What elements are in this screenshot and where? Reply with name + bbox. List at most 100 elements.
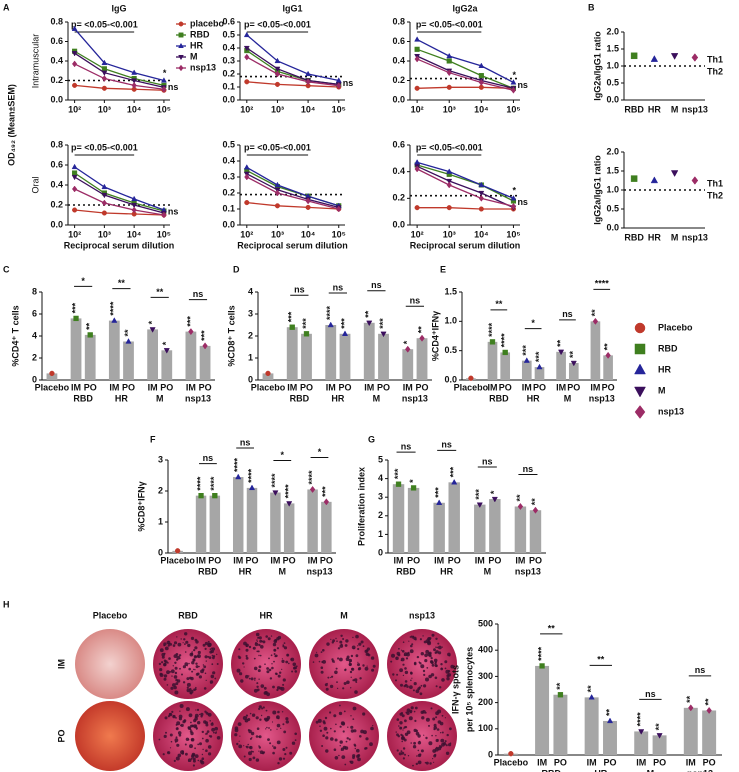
spot bbox=[161, 661, 164, 664]
y-axis-label: IgG2a/IgG1 ratio bbox=[592, 31, 602, 101]
panel-label: F bbox=[150, 434, 156, 444]
marker bbox=[478, 73, 484, 79]
series-line bbox=[417, 86, 514, 89]
x-tick-label: HR bbox=[648, 104, 661, 114]
spot bbox=[262, 706, 265, 709]
significance-star: **** bbox=[209, 476, 219, 491]
spot bbox=[398, 725, 400, 727]
y-tick-label: 0.8 bbox=[50, 16, 63, 26]
spot bbox=[421, 716, 425, 720]
series-line bbox=[74, 209, 164, 216]
spot bbox=[181, 673, 183, 676]
significance-star: ** bbox=[555, 339, 565, 347]
spot bbox=[204, 672, 207, 675]
marker bbox=[71, 185, 78, 193]
y-tick-label: 0.1 bbox=[222, 203, 235, 213]
spot bbox=[435, 716, 438, 719]
spot bbox=[289, 751, 293, 755]
marker bbox=[510, 202, 517, 210]
y-tick-label: 0.2 bbox=[392, 75, 405, 85]
spot bbox=[276, 728, 278, 730]
spot bbox=[190, 731, 194, 736]
spot bbox=[189, 652, 194, 657]
y-tick-label: 3 bbox=[158, 454, 163, 464]
bar bbox=[378, 333, 389, 380]
spot bbox=[402, 729, 404, 731]
marker bbox=[592, 317, 599, 325]
marker bbox=[131, 69, 138, 75]
spot bbox=[167, 644, 170, 647]
spot bbox=[425, 717, 430, 722]
marker bbox=[323, 498, 330, 506]
spot bbox=[189, 689, 194, 694]
y-tick-label: 0 bbox=[158, 547, 163, 557]
marker bbox=[395, 481, 402, 487]
comparison-label: ns bbox=[371, 280, 382, 290]
spot bbox=[291, 670, 294, 673]
x-tick-label: IM bbox=[434, 555, 444, 565]
spot bbox=[245, 720, 247, 722]
significance-label: p= <0.05-<0.001 bbox=[244, 19, 311, 29]
spot bbox=[199, 759, 203, 763]
significance-star: ** bbox=[604, 708, 614, 716]
spot bbox=[402, 641, 405, 643]
spot bbox=[398, 647, 400, 650]
spot bbox=[239, 735, 241, 737]
spot bbox=[269, 742, 272, 745]
spot bbox=[335, 667, 338, 670]
x-tick-label: PO bbox=[338, 382, 351, 392]
row-label: IM bbox=[56, 659, 66, 669]
spot bbox=[256, 640, 258, 643]
spot bbox=[212, 656, 215, 660]
series-line bbox=[74, 50, 165, 87]
spot bbox=[275, 654, 278, 658]
spot bbox=[167, 751, 171, 755]
series-line bbox=[416, 55, 514, 89]
spot bbox=[264, 663, 266, 665]
spot bbox=[202, 643, 206, 647]
x-tick-label: 10³ bbox=[443, 229, 456, 239]
spot bbox=[396, 749, 399, 752]
spot bbox=[271, 666, 274, 670]
series-line bbox=[74, 166, 165, 211]
x-tick-label: IM bbox=[487, 382, 497, 392]
spot bbox=[236, 668, 241, 673]
y-tick-label: 1.0 bbox=[606, 184, 619, 194]
marker bbox=[272, 490, 279, 496]
bar bbox=[232, 477, 244, 553]
significance-star: ** bbox=[685, 695, 695, 703]
y-tick-label: 0 bbox=[488, 749, 493, 759]
marker bbox=[436, 499, 443, 505]
spot bbox=[444, 667, 447, 670]
spot bbox=[335, 723, 337, 726]
spot bbox=[353, 729, 357, 733]
marker bbox=[174, 548, 181, 554]
spot bbox=[329, 711, 332, 714]
spot bbox=[202, 664, 205, 666]
spot bbox=[251, 713, 256, 717]
spot bbox=[326, 642, 330, 646]
spot bbox=[170, 669, 175, 674]
comparison-label: ns bbox=[203, 453, 214, 463]
spot bbox=[188, 713, 193, 718]
marker bbox=[606, 717, 614, 724]
chart-title: IgG1 bbox=[282, 3, 302, 13]
series-line bbox=[246, 173, 339, 209]
spot bbox=[204, 721, 209, 725]
spot bbox=[359, 677, 362, 680]
spot bbox=[439, 745, 443, 749]
spot bbox=[272, 642, 277, 647]
spot bbox=[400, 659, 402, 662]
spot bbox=[258, 746, 261, 749]
spot bbox=[290, 657, 295, 662]
spot bbox=[449, 727, 452, 731]
spot bbox=[282, 645, 285, 648]
spot bbox=[198, 665, 200, 668]
marker bbox=[557, 692, 564, 698]
spot bbox=[173, 759, 176, 763]
spot bbox=[167, 642, 170, 645]
legend-label: M bbox=[190, 51, 198, 61]
series-line bbox=[416, 48, 514, 89]
spot bbox=[355, 654, 359, 658]
y-tick-label: 0.0 bbox=[444, 374, 457, 384]
